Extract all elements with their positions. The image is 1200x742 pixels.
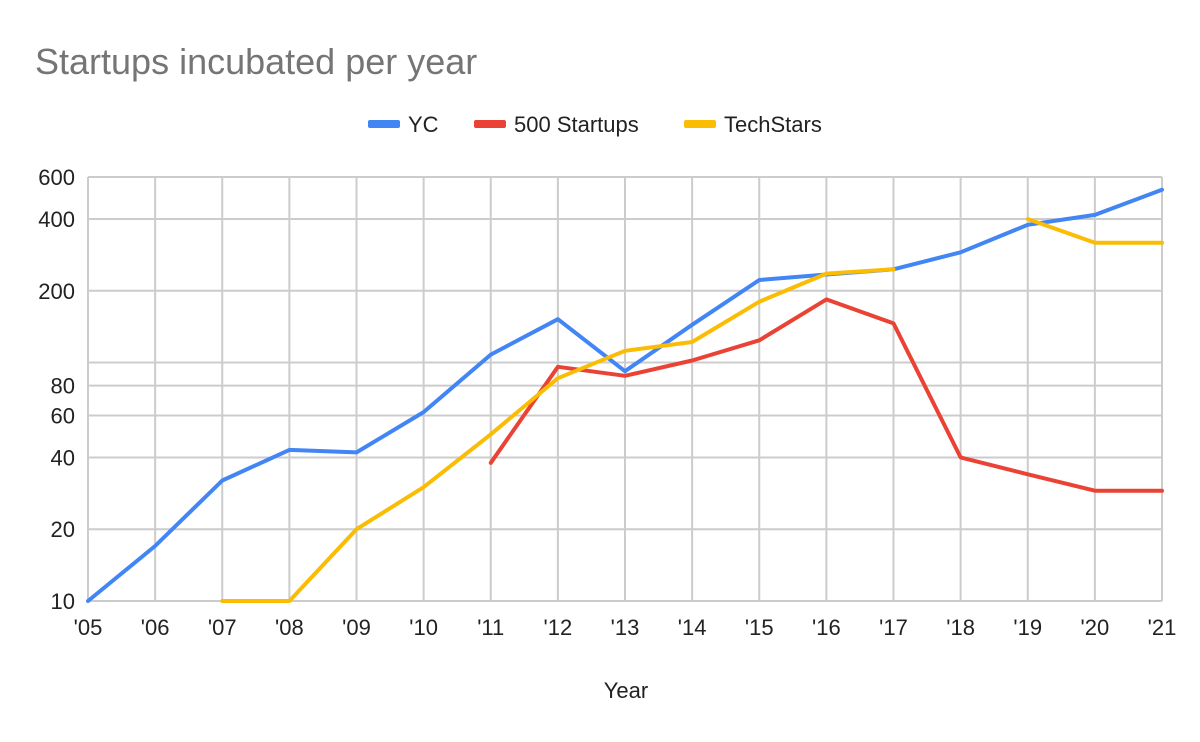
y-tick-label: 600 (38, 165, 75, 190)
x-tick-label: '13 (611, 615, 640, 640)
y-tick-label: 60 (51, 403, 75, 428)
x-tick-label: '19 (1013, 615, 1042, 640)
y-tick-label: 10 (51, 589, 75, 614)
series-line (86, 187, 1164, 603)
x-tick-label: '21 (1148, 615, 1177, 640)
x-gridlines (87, 177, 1163, 601)
x-tick-label: '10 (409, 615, 438, 640)
chart-title: Startups incubated per year (35, 41, 477, 82)
x-tick-label: '08 (275, 615, 304, 640)
x-tick-label: '12 (544, 615, 573, 640)
legend-label: 500 Startups (514, 112, 639, 137)
legend: YC 500 Startups TechStars (368, 112, 822, 137)
x-tick-label: '09 (342, 615, 371, 640)
y-tick-label: 200 (38, 279, 75, 304)
y-tick-label: 80 (51, 374, 75, 399)
series-techstars (220, 217, 1164, 603)
legend-swatch (474, 120, 506, 128)
series-lines (86, 187, 1164, 603)
series-yc (86, 187, 1164, 603)
x-tick-label: '05 (74, 615, 103, 640)
y-tick-label: 20 (51, 517, 75, 542)
x-tick-label: '16 (812, 615, 841, 640)
x-tick-label: '11 (477, 615, 504, 640)
series-line (1025, 217, 1164, 245)
y-tick-label: 400 (38, 207, 75, 232)
y-axis-ticks: 10 20 40 60 80 200 400 600 (38, 165, 75, 614)
x-tick-label: '20 (1081, 615, 1110, 640)
series-500-startups (488, 297, 1164, 493)
x-tick-label: '06 (141, 615, 170, 640)
legend-label: TechStars (724, 112, 822, 137)
x-tick-label: '17 (879, 615, 908, 640)
legend-label: YC (408, 112, 439, 137)
x-axis-ticks: '05 '06 '07 '08 '09 '10 '11 '12 '13 '14 '15 '16 '17 '… (74, 615, 1177, 640)
series-line (488, 297, 1164, 493)
x-tick-label: '14 (678, 615, 707, 640)
series-line (220, 267, 896, 603)
x-axis-title: Year (604, 678, 648, 703)
y-tick-label: 40 (51, 445, 75, 470)
legend-swatch (684, 120, 716, 128)
legend-swatch (368, 120, 400, 128)
x-tick-label: '15 (745, 615, 774, 640)
x-tick-label: '07 (208, 615, 237, 640)
x-tick-label: '18 (946, 615, 975, 640)
